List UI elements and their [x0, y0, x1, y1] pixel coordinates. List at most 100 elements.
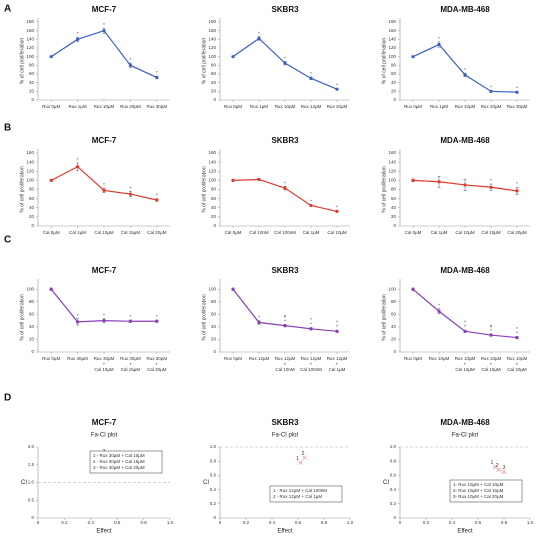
- marker: [489, 89, 493, 93]
- point-label: 1: [491, 460, 494, 466]
- marker: [257, 177, 261, 182]
- chart-title: SKBR3: [271, 136, 299, 145]
- x-tick-label: Cal 20µM: [147, 230, 167, 235]
- chart-title: MDA-MB-468: [440, 266, 490, 275]
- legend-box: [269, 485, 343, 503]
- y-tick-label: 140: [26, 159, 34, 164]
- point-label: 2: [302, 451, 305, 457]
- point-label: *: [284, 180, 286, 185]
- y-tick-label: 60: [29, 196, 35, 201]
- y-tick-label: 100: [388, 286, 396, 291]
- y-tick-label: 100: [388, 54, 396, 59]
- x-tick-label: 0.6: [114, 520, 121, 525]
- y-tick-label: 0: [213, 349, 216, 354]
- x-tick-label: 0: [399, 520, 402, 525]
- x-tick-label: 1.0: [527, 520, 534, 525]
- point-label: # *: [490, 323, 493, 333]
- marker: [102, 319, 106, 323]
- marker: [335, 87, 339, 91]
- y-tick-label: 120: [208, 168, 216, 173]
- y-tick-label: 0: [31, 223, 34, 228]
- y-tick-label: 20: [29, 214, 35, 219]
- y-tick-label: 60: [29, 71, 35, 76]
- x-tick-label: Rux 30µM + Cal 10µM: [94, 356, 115, 372]
- marker: [515, 335, 519, 340]
- y-axis-label: % of cell proliferation: [201, 166, 207, 213]
- y-tick-label: 60: [29, 312, 35, 317]
- chart-title: SKBR3: [271, 5, 299, 14]
- y-axis-label: CI: [383, 480, 389, 486]
- y-tick-label: 100: [208, 178, 216, 183]
- y-tick-label: 40: [29, 80, 35, 85]
- x-tick-label: Rux 10µM: [275, 104, 296, 109]
- y-tick-label: 80: [29, 299, 35, 304]
- y-tick-label: 100: [388, 178, 396, 183]
- y-tick-label: 1.0: [28, 480, 35, 485]
- y-tick-label: 100: [26, 54, 34, 59]
- y-axis-label: % of cell proliferation: [381, 294, 387, 341]
- x-tick-label: Rux 12µM + Cal 100nM: [300, 356, 322, 372]
- x-tick-label: 0.8: [501, 520, 508, 525]
- x-tick-label: Rux 30µM: [507, 104, 528, 109]
- marker: [102, 29, 106, 33]
- point-label: *: [103, 182, 105, 187]
- y-tick-label: 0.6: [210, 473, 217, 478]
- point-label: 3: [503, 465, 506, 471]
- y-tick-label: 160: [26, 28, 34, 33]
- y-tick-label: 80: [29, 63, 35, 68]
- point-label: *: [516, 86, 518, 91]
- panel-label: B: [4, 123, 11, 134]
- marker: [463, 73, 467, 77]
- marker: [335, 209, 339, 213]
- y-tick-label: 40: [391, 324, 397, 329]
- x-tick-label: Rux 10µM: [94, 104, 115, 109]
- point: [298, 460, 303, 465]
- x-tick-label: 1.0: [167, 520, 174, 525]
- legend-box: [89, 450, 163, 474]
- x-tick-label: Cal 10µM: [455, 230, 475, 235]
- x-tick-label: 0.4: [269, 520, 276, 525]
- y-tick-label: 0: [213, 223, 216, 228]
- point: [302, 455, 307, 460]
- marker: [231, 55, 235, 59]
- point-label: *: [156, 70, 158, 75]
- marker: [49, 287, 53, 291]
- x-tick-label: Rux 10µM: [455, 104, 476, 109]
- y-tick-label: 80: [211, 63, 217, 68]
- marker: [411, 287, 415, 291]
- line: [50, 29, 158, 79]
- marker: [309, 203, 313, 208]
- y-axis-label: % of cell proliferation: [201, 38, 207, 85]
- legend-entry: 1- Rux 10µM + Cal 10µM: [453, 482, 504, 487]
- point-label: *: [310, 199, 312, 204]
- point: [492, 464, 498, 470]
- x-tick-label: Rux 12µM: [249, 356, 270, 361]
- y-tick-label: 0: [213, 97, 216, 102]
- marker: [76, 37, 80, 41]
- point-label: *: [336, 205, 338, 210]
- chart-subtitle: Fa-CI plot: [272, 433, 299, 439]
- point-label: *: [77, 313, 79, 318]
- x-tick-label: Rux 10µM + Cal 20µM: [507, 356, 528, 372]
- y-tick-label: 40: [29, 324, 35, 329]
- y-tick-label: 120: [208, 45, 216, 50]
- y-axis-label: % of cell proliferation: [19, 294, 25, 341]
- point-label: 2: [496, 463, 499, 469]
- x-tick-label: Rux 0µM: [404, 356, 422, 361]
- y-tick-label: 60: [391, 196, 397, 201]
- y-tick-label: 160: [388, 150, 396, 155]
- point-label: *: [490, 178, 492, 183]
- y-tick-label: 0: [393, 97, 396, 102]
- y-tick-label: 120: [26, 168, 34, 173]
- marker: [155, 198, 159, 202]
- x-tick-label: Rux 12µM + Cal 10nM: [275, 356, 296, 372]
- point-label: *: [130, 57, 132, 62]
- legend-entry: 1 - Rux 30µM + Cal 10µM: [93, 453, 145, 458]
- chart-title: MDA-MB-468: [440, 136, 490, 145]
- chart-title: MCF-7: [92, 5, 117, 14]
- y-tick-label: 100: [208, 286, 216, 291]
- x-tick-label: Rux 0µM: [224, 356, 242, 361]
- marker: [489, 185, 493, 189]
- point-label: *: [156, 314, 158, 319]
- y-tick-label: 0.6: [390, 473, 397, 478]
